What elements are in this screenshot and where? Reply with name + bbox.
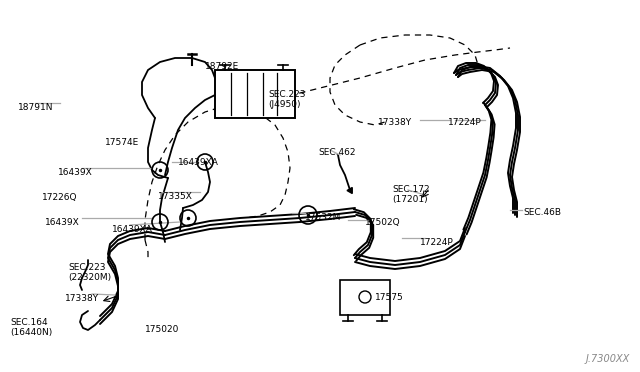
Text: SEC.462: SEC.462 — [318, 148, 355, 157]
Text: 17574E: 17574E — [105, 138, 140, 147]
Text: 17226Q: 17226Q — [42, 193, 77, 202]
Text: 16439XA: 16439XA — [112, 225, 153, 234]
Text: 17335X: 17335X — [158, 192, 193, 201]
Text: 17575: 17575 — [375, 293, 404, 302]
Text: 16439X: 16439X — [45, 218, 80, 227]
Text: 17224P: 17224P — [448, 118, 482, 127]
Text: 16439X: 16439X — [58, 168, 93, 177]
Text: J.7300XX: J.7300XX — [586, 354, 630, 364]
Bar — [215, 70, 295, 118]
Text: (16440N): (16440N) — [10, 328, 52, 337]
Text: SEC.172: SEC.172 — [392, 185, 429, 194]
Text: 175020: 175020 — [145, 325, 179, 334]
Text: 16439XA: 16439XA — [178, 158, 219, 167]
Text: 17338Y: 17338Y — [378, 118, 412, 127]
Text: (17201): (17201) — [392, 195, 428, 204]
Text: 17338Y: 17338Y — [65, 294, 99, 303]
Text: SEC.164: SEC.164 — [10, 318, 47, 327]
Text: 18792E: 18792E — [205, 62, 239, 71]
Text: (J4950): (J4950) — [268, 100, 301, 109]
Text: SEC.223: SEC.223 — [68, 263, 106, 272]
Text: 18791N: 18791N — [18, 103, 54, 112]
Text: (22320M): (22320M) — [68, 273, 111, 282]
Text: 17224P: 17224P — [420, 238, 454, 247]
Text: SEC.46B: SEC.46B — [523, 208, 561, 217]
Text: 17532M: 17532M — [305, 213, 341, 222]
Text: 17502Q: 17502Q — [365, 218, 401, 227]
Text: SEC.223: SEC.223 — [268, 90, 305, 99]
Bar — [340, 280, 390, 315]
